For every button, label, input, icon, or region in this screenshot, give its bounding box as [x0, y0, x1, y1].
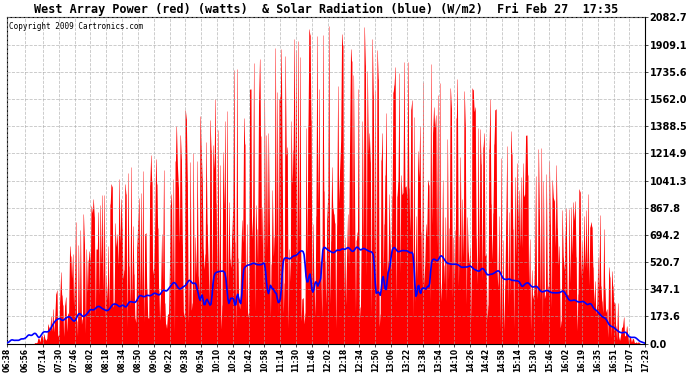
Title: West Array Power (red) (watts)  & Solar Radiation (blue) (W/m2)  Fri Feb 27  17:: West Array Power (red) (watts) & Solar R…	[34, 3, 618, 16]
Text: Copyright 2009 Cartronics.com: Copyright 2009 Cartronics.com	[9, 22, 144, 31]
